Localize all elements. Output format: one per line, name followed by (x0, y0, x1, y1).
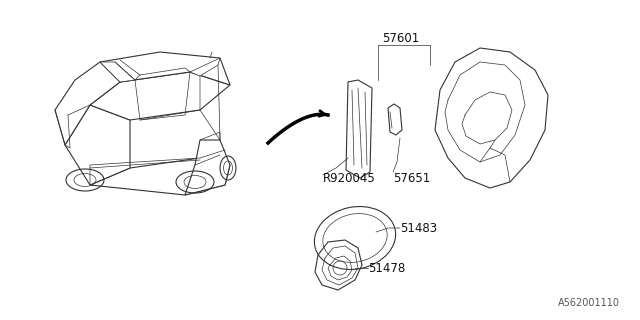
Polygon shape (185, 140, 230, 195)
Text: 57651: 57651 (393, 172, 430, 185)
Text: A562001110: A562001110 (558, 298, 620, 308)
Text: 51483: 51483 (400, 221, 437, 235)
Polygon shape (100, 62, 135, 82)
Text: 51478: 51478 (368, 261, 405, 275)
Polygon shape (435, 48, 548, 188)
Polygon shape (315, 240, 362, 290)
Polygon shape (190, 58, 220, 76)
Polygon shape (90, 158, 230, 195)
Text: 57601: 57601 (382, 32, 419, 45)
Text: R920045: R920045 (323, 172, 376, 185)
Polygon shape (100, 52, 230, 85)
Polygon shape (388, 104, 402, 135)
Polygon shape (65, 105, 130, 185)
Polygon shape (55, 62, 120, 145)
Polygon shape (90, 72, 230, 120)
Polygon shape (346, 80, 372, 178)
